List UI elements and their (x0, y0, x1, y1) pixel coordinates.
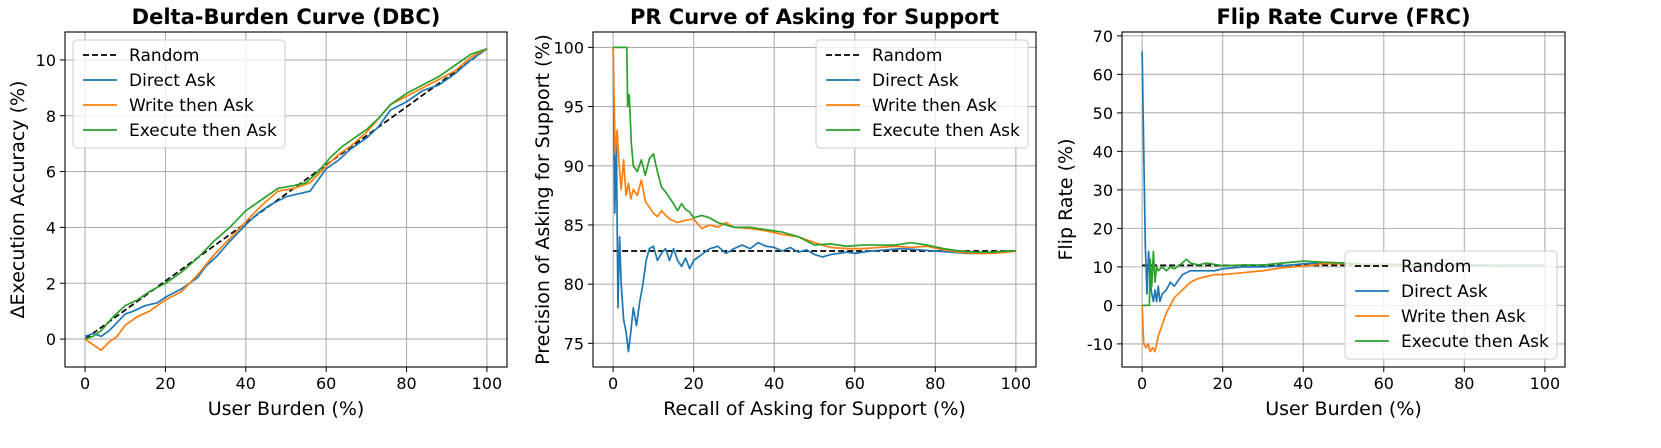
x-tick-label: 0 (80, 374, 90, 393)
x-tick-label: 100 (472, 374, 503, 393)
y-tick-label: 8 (46, 107, 56, 126)
y-tick-label: 90 (564, 157, 584, 176)
y-tick-label: 20 (1093, 219, 1113, 238)
legend-label: Execute then Ask (129, 121, 277, 141)
legend-label: Random (872, 46, 942, 66)
x-tick-label: 40 (764, 374, 784, 393)
legend: Random Direct Ask Write then Ask Execute th… (1344, 250, 1558, 360)
y-tick-label: 60 (1093, 65, 1113, 84)
y-tick-label: 4 (46, 218, 56, 237)
y-tick-label: 0 (46, 330, 56, 349)
y-axis-label: Precision of Asking for Support (%) (532, 34, 554, 365)
x-tick-label: 40 (1293, 374, 1313, 393)
x-tick-label: 100 (1001, 374, 1032, 393)
legend-box (1344, 250, 1558, 360)
chart-2: 0 20 40 60 80 100 75 80 85 90 95 100 PR Curve of Ask… (532, 5, 1037, 420)
legend-label: Direct Ask (872, 71, 959, 91)
plot-frame (1121, 31, 1566, 368)
y-tick-label: 50 (1093, 104, 1113, 123)
y-tick-label: 6 (46, 163, 56, 182)
series-line-write-then-ask (612, 47, 1016, 255)
legend-label: Write then Ask (1401, 307, 1526, 327)
y-tick-label: 95 (564, 98, 584, 117)
series-line-direct-ask (612, 47, 1016, 353)
plot-frame (64, 31, 508, 368)
x-axis-label: Recall of Asking for Support (%) (663, 398, 966, 420)
chart-title: Flip Rate Curve (FRC) (1216, 5, 1470, 29)
y-tick-label: -10 (1087, 335, 1113, 354)
x-tick-label: 60 (845, 374, 865, 393)
legend-label: Write then Ask (129, 96, 254, 116)
y-axis-label: Flip Rate (%) (1055, 138, 1077, 260)
legend-box (815, 39, 1029, 149)
y-tick-label: 100 (553, 38, 584, 57)
legend-label: Direct Ask (129, 71, 216, 91)
y-tick-label: 80 (564, 275, 584, 294)
legend-label: Random (1401, 257, 1471, 277)
y-tick-label: 0 (1103, 296, 1113, 315)
x-tick-label: 100 (1530, 374, 1561, 393)
x-tick-label: 20 (684, 374, 704, 393)
x-tick-label: 20 (155, 374, 175, 393)
legend-label: Random (129, 46, 199, 66)
legend-label: Execute then Ask (872, 121, 1020, 141)
y-tick-label: 30 (1093, 181, 1113, 200)
x-tick-label: 0 (608, 374, 618, 393)
x-axis-label: User Burden (%) (1265, 398, 1422, 420)
chart-1: 0 20 40 60 80 100 0 2 4 6 8 10 Delta-Burden Curve (D… (7, 5, 508, 420)
legend-box (72, 39, 286, 149)
plot-frame (592, 31, 1037, 368)
x-tick-label: 60 (316, 374, 336, 393)
x-tick-label: 60 (1374, 374, 1394, 393)
series-line-direct-ask (84, 48, 488, 338)
chart-title: PR Curve of Asking for Support (630, 5, 999, 29)
y-tick-label: 10 (36, 51, 56, 70)
legend: Random Direct Ask Write then Ask Execute th… (72, 39, 286, 149)
legend: Random Direct Ask Write then Ask Execute th… (815, 39, 1029, 149)
y-tick-label: 40 (1093, 142, 1113, 161)
x-tick-label: 0 (1137, 374, 1147, 393)
y-tick-label: 85 (564, 216, 584, 235)
x-tick-label: 80 (925, 374, 945, 393)
chart-3: 0 20 40 60 80 100 -10 0 10 20 30 40 50 60 70 Flip Rate … (1055, 5, 1566, 420)
series-line-write-then-ask (84, 47, 488, 352)
x-tick-label: 20 (1213, 374, 1233, 393)
legend-label: Direct Ask (1401, 282, 1488, 302)
legend-label: Execute then Ask (1401, 332, 1549, 352)
y-tick-label: 10 (1093, 258, 1113, 277)
legend-label: Write then Ask (872, 96, 997, 116)
x-tick-label: 80 (396, 374, 416, 393)
x-axis-label: User Burden (%) (208, 398, 365, 420)
series-line-execute-then-ask (84, 47, 488, 340)
series-line-execute-then-ask (613, 46, 1016, 254)
x-tick-label: 80 (1454, 374, 1474, 393)
chart-title: Delta-Burden Curve (DBC) (132, 5, 441, 29)
y-tick-label: 2 (46, 274, 56, 293)
x-tick-label: 40 (236, 374, 256, 393)
y-tick-label: 75 (564, 334, 584, 353)
y-tick-label: 70 (1093, 27, 1113, 46)
y-axis-label: ΔExecution Accuracy (%) (7, 81, 29, 319)
